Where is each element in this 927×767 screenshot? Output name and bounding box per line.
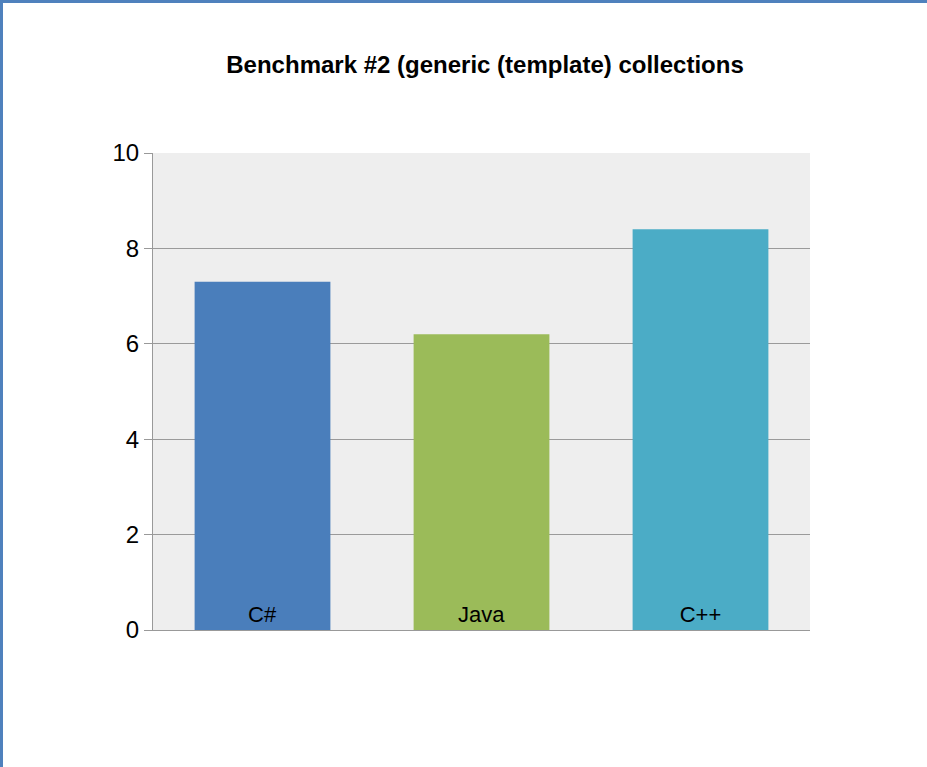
svg-text:Benchmark #2 (generic (templat: Benchmark #2 (generic (template) collect…: [226, 51, 744, 78]
svg-text:6: 6: [126, 330, 139, 357]
svg-text:4: 4: [126, 426, 139, 453]
svg-text:C++: C++: [680, 602, 722, 627]
svg-text:2: 2: [126, 521, 139, 548]
svg-text:0: 0: [126, 616, 139, 643]
svg-text:10: 10: [112, 139, 139, 166]
svg-text:Java: Java: [458, 602, 505, 627]
svg-text:C#: C#: [248, 602, 277, 627]
svg-text:8: 8: [126, 235, 139, 262]
